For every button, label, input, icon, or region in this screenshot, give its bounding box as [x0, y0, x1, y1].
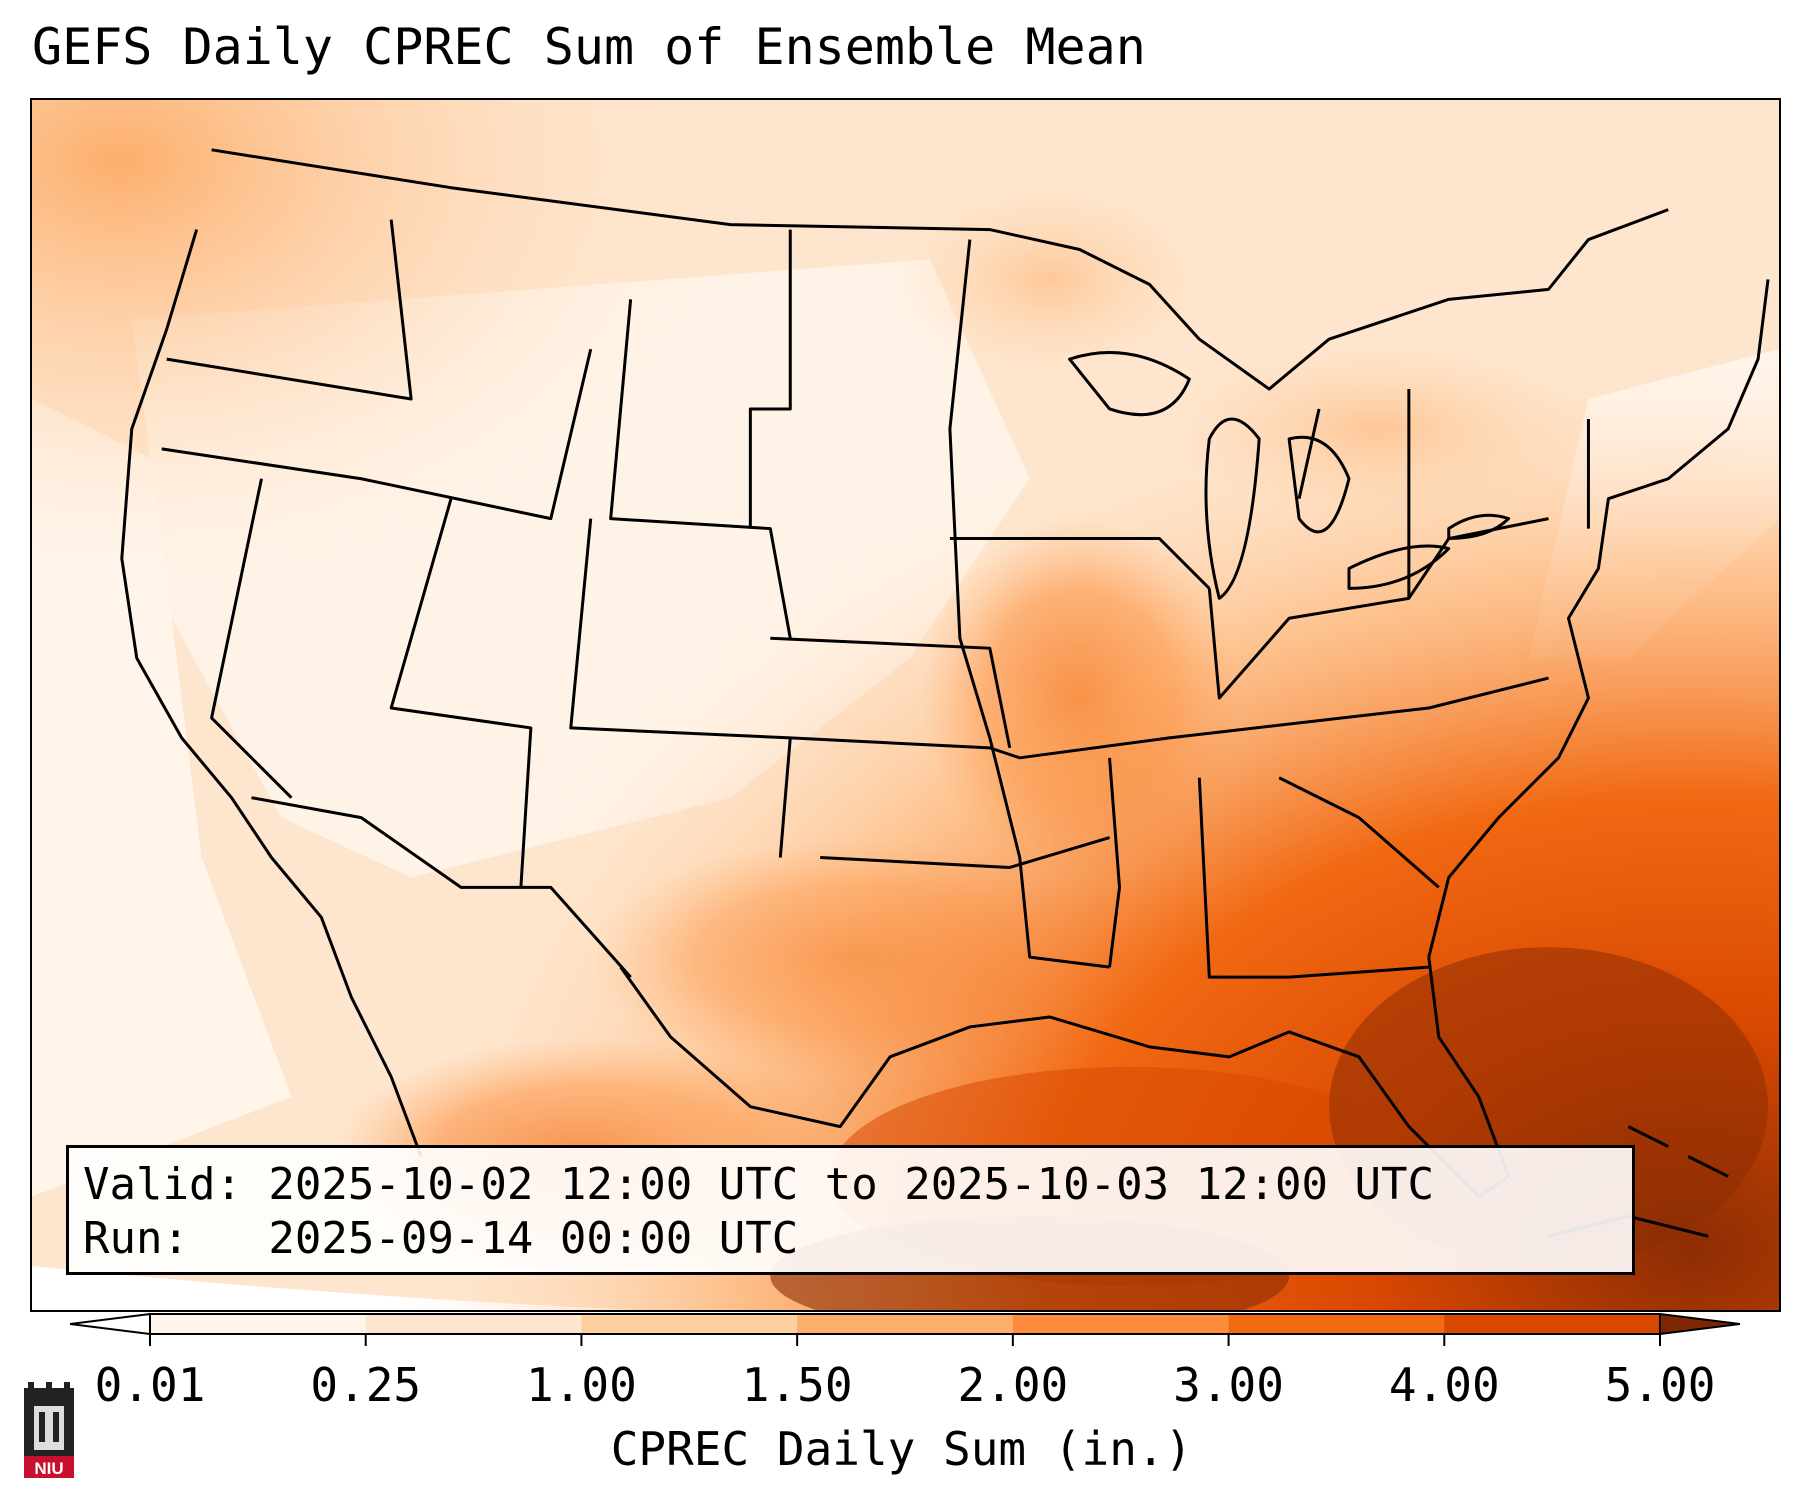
colorbar-tick-label: 2.00 [957, 1358, 1069, 1412]
niu-logo: NIU [24, 1382, 74, 1478]
niu-logo-text: NIU [34, 1459, 63, 1478]
map-title: GEFS Daily CPREC Sum of Ensemble Mean [32, 18, 1146, 76]
pacific-coast [120, 229, 423, 1158]
run-time-text: Run: 2025-09-14 00:00 UTC [83, 1213, 799, 1264]
colorbar-tick-label: 3.00 [1173, 1358, 1284, 1412]
colorbar-segment [365, 1314, 582, 1334]
great-lakes [1068, 351, 1511, 600]
map-panel [30, 98, 1781, 1312]
atlantic-coast [1427, 279, 1770, 958]
colorbar-tick-label: 0.01 [94, 1358, 206, 1412]
colorbar-segment [150, 1314, 367, 1334]
mexico-border [251, 796, 632, 979]
valid-run-info-box: Valid: 2025-10-02 12:00 UTC to 2025-10-0… [66, 1145, 1635, 1275]
valid-time-text: Valid: 2025-10-02 12:00 UTC to 2025-10-0… [83, 1159, 1435, 1210]
colorbar-label: CPREC Daily Sum (in.) [610, 1422, 1193, 1476]
colorbar [70, 1312, 1740, 1346]
colorbar-tick-label: 1.50 [741, 1358, 853, 1412]
precipitation-map [32, 100, 1779, 1310]
colorbar-tick-label: 5.00 [1604, 1358, 1716, 1412]
colorbar-segment [1228, 1314, 1445, 1334]
colorbar-segment [1444, 1314, 1661, 1334]
colorbar-tick-label: 4.00 [1388, 1358, 1500, 1412]
colorbar-segment [581, 1314, 798, 1334]
colorbar-tick-label: 1.00 [526, 1358, 637, 1412]
colorbar-segment [1012, 1314, 1230, 1334]
colorbar-over-arrow [1659, 1312, 1740, 1336]
colorbar-tick-label: 0.25 [310, 1358, 422, 1412]
colorbar-under-arrow [70, 1312, 151, 1336]
us-canada-border [211, 148, 1669, 391]
colorbar-segment [797, 1314, 1014, 1334]
